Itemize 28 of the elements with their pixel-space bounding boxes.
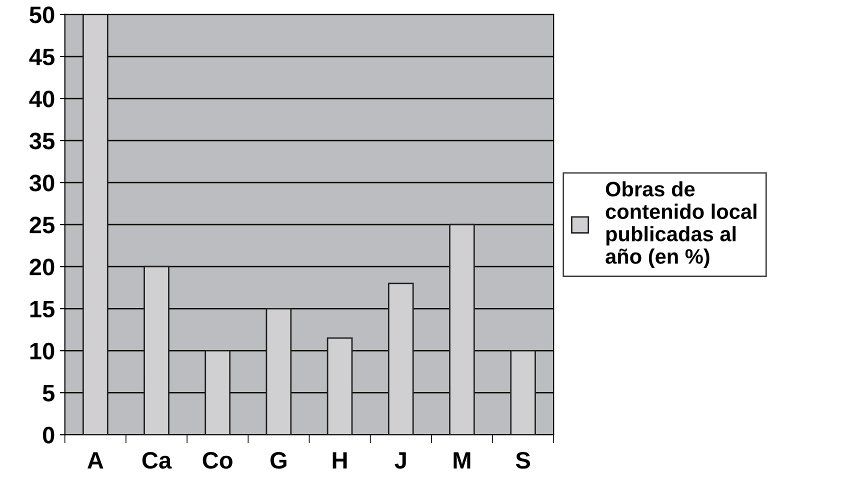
bar: [510, 350, 536, 435]
bar: [449, 224, 475, 435]
y-tick-label: 5: [42, 384, 54, 402]
x-tick-label: H: [332, 452, 347, 468]
x-tick-label: S: [516, 452, 530, 469]
x-tick-label: A: [87, 452, 104, 468]
y-tick-label: 45: [29, 48, 54, 66]
x-tick-label: J: [394, 452, 406, 469]
y-tick-label: 35: [29, 132, 54, 150]
y-tick-label: 40: [29, 90, 54, 108]
bar: [204, 350, 231, 435]
y-tick-label: 30: [29, 174, 54, 192]
x-tick-label: Ca: [142, 452, 172, 469]
y-tick-label: 25: [30, 216, 54, 234]
bar: [82, 14, 108, 435]
y-tick-label: 0: [42, 426, 54, 444]
bar: [326, 337, 353, 435]
y-tick-label: 50: [30, 6, 54, 24]
y-tick-label: 15: [30, 300, 54, 318]
bar: [144, 266, 170, 435]
x-tick-label: Co: [202, 452, 232, 469]
y-tick-label: 10: [30, 342, 54, 360]
y-tick-label: 20: [30, 258, 54, 276]
x-tick-label: G: [270, 452, 286, 469]
bar: [266, 308, 292, 435]
legend-label: Obras de contenido local publicadas al año (en %): [606, 181, 756, 268]
x-tick-label: M: [454, 452, 470, 468]
bar: [388, 282, 414, 435]
